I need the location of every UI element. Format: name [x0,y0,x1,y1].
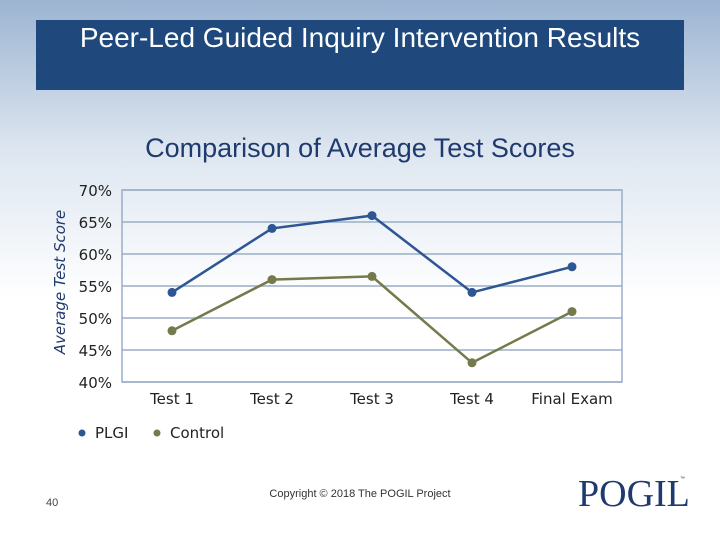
chart-title: Comparison of Average Test Scores [145,133,575,163]
data-point-control [367,271,377,281]
data-point-control [167,326,177,336]
x-tick-label: Test 1 [149,390,194,408]
copyright-text: Copyright © 2018 The POGIL Project [269,488,451,500]
data-point-control [467,358,477,368]
chart-axes: 40% 45% 50% 55% 60% 65% 70% Test 1 Test 2 Test 3 T… [51,182,613,408]
x-tick-label: Final Exam [531,390,613,408]
legend-marker-control [153,429,161,437]
data-point-control [567,307,577,317]
x-tick-label: Test 3 [349,390,394,408]
y-tick-label: 60% [79,246,112,264]
slide-title: Peer-Led Guided Inquiry Intervention Res… [36,20,684,90]
pogil-logo: POGIL ™ [578,466,690,516]
y-tick-label: 50% [79,310,112,328]
chart-series [167,211,577,368]
y-tick-label: 40% [79,374,112,392]
chart-grid [121,189,623,383]
logo-trademark: ™ [680,476,685,482]
x-tick-label: Test 2 [249,390,294,408]
legend-label-control: Control [170,424,224,442]
data-point-plgi [467,287,477,297]
y-tick-label: 55% [79,278,112,296]
data-point-plgi [267,223,277,233]
y-axis-label: Average Test Score [51,210,69,356]
x-tick-label: Test 4 [449,390,494,408]
logo-text: POGIL [578,473,690,515]
data-point-control [267,275,277,285]
y-tick-label: 65% [79,214,112,232]
legend-marker-plgi [78,429,86,437]
data-point-plgi [167,287,177,297]
chart-legend: PLGI Control [78,424,224,442]
data-point-plgi [567,262,577,272]
data-point-plgi [367,211,377,221]
legend-label-plgi: PLGI [95,424,128,442]
y-tick-label: 70% [79,182,112,200]
y-tick-label: 45% [79,342,112,360]
slide-number: 40 [46,497,59,509]
